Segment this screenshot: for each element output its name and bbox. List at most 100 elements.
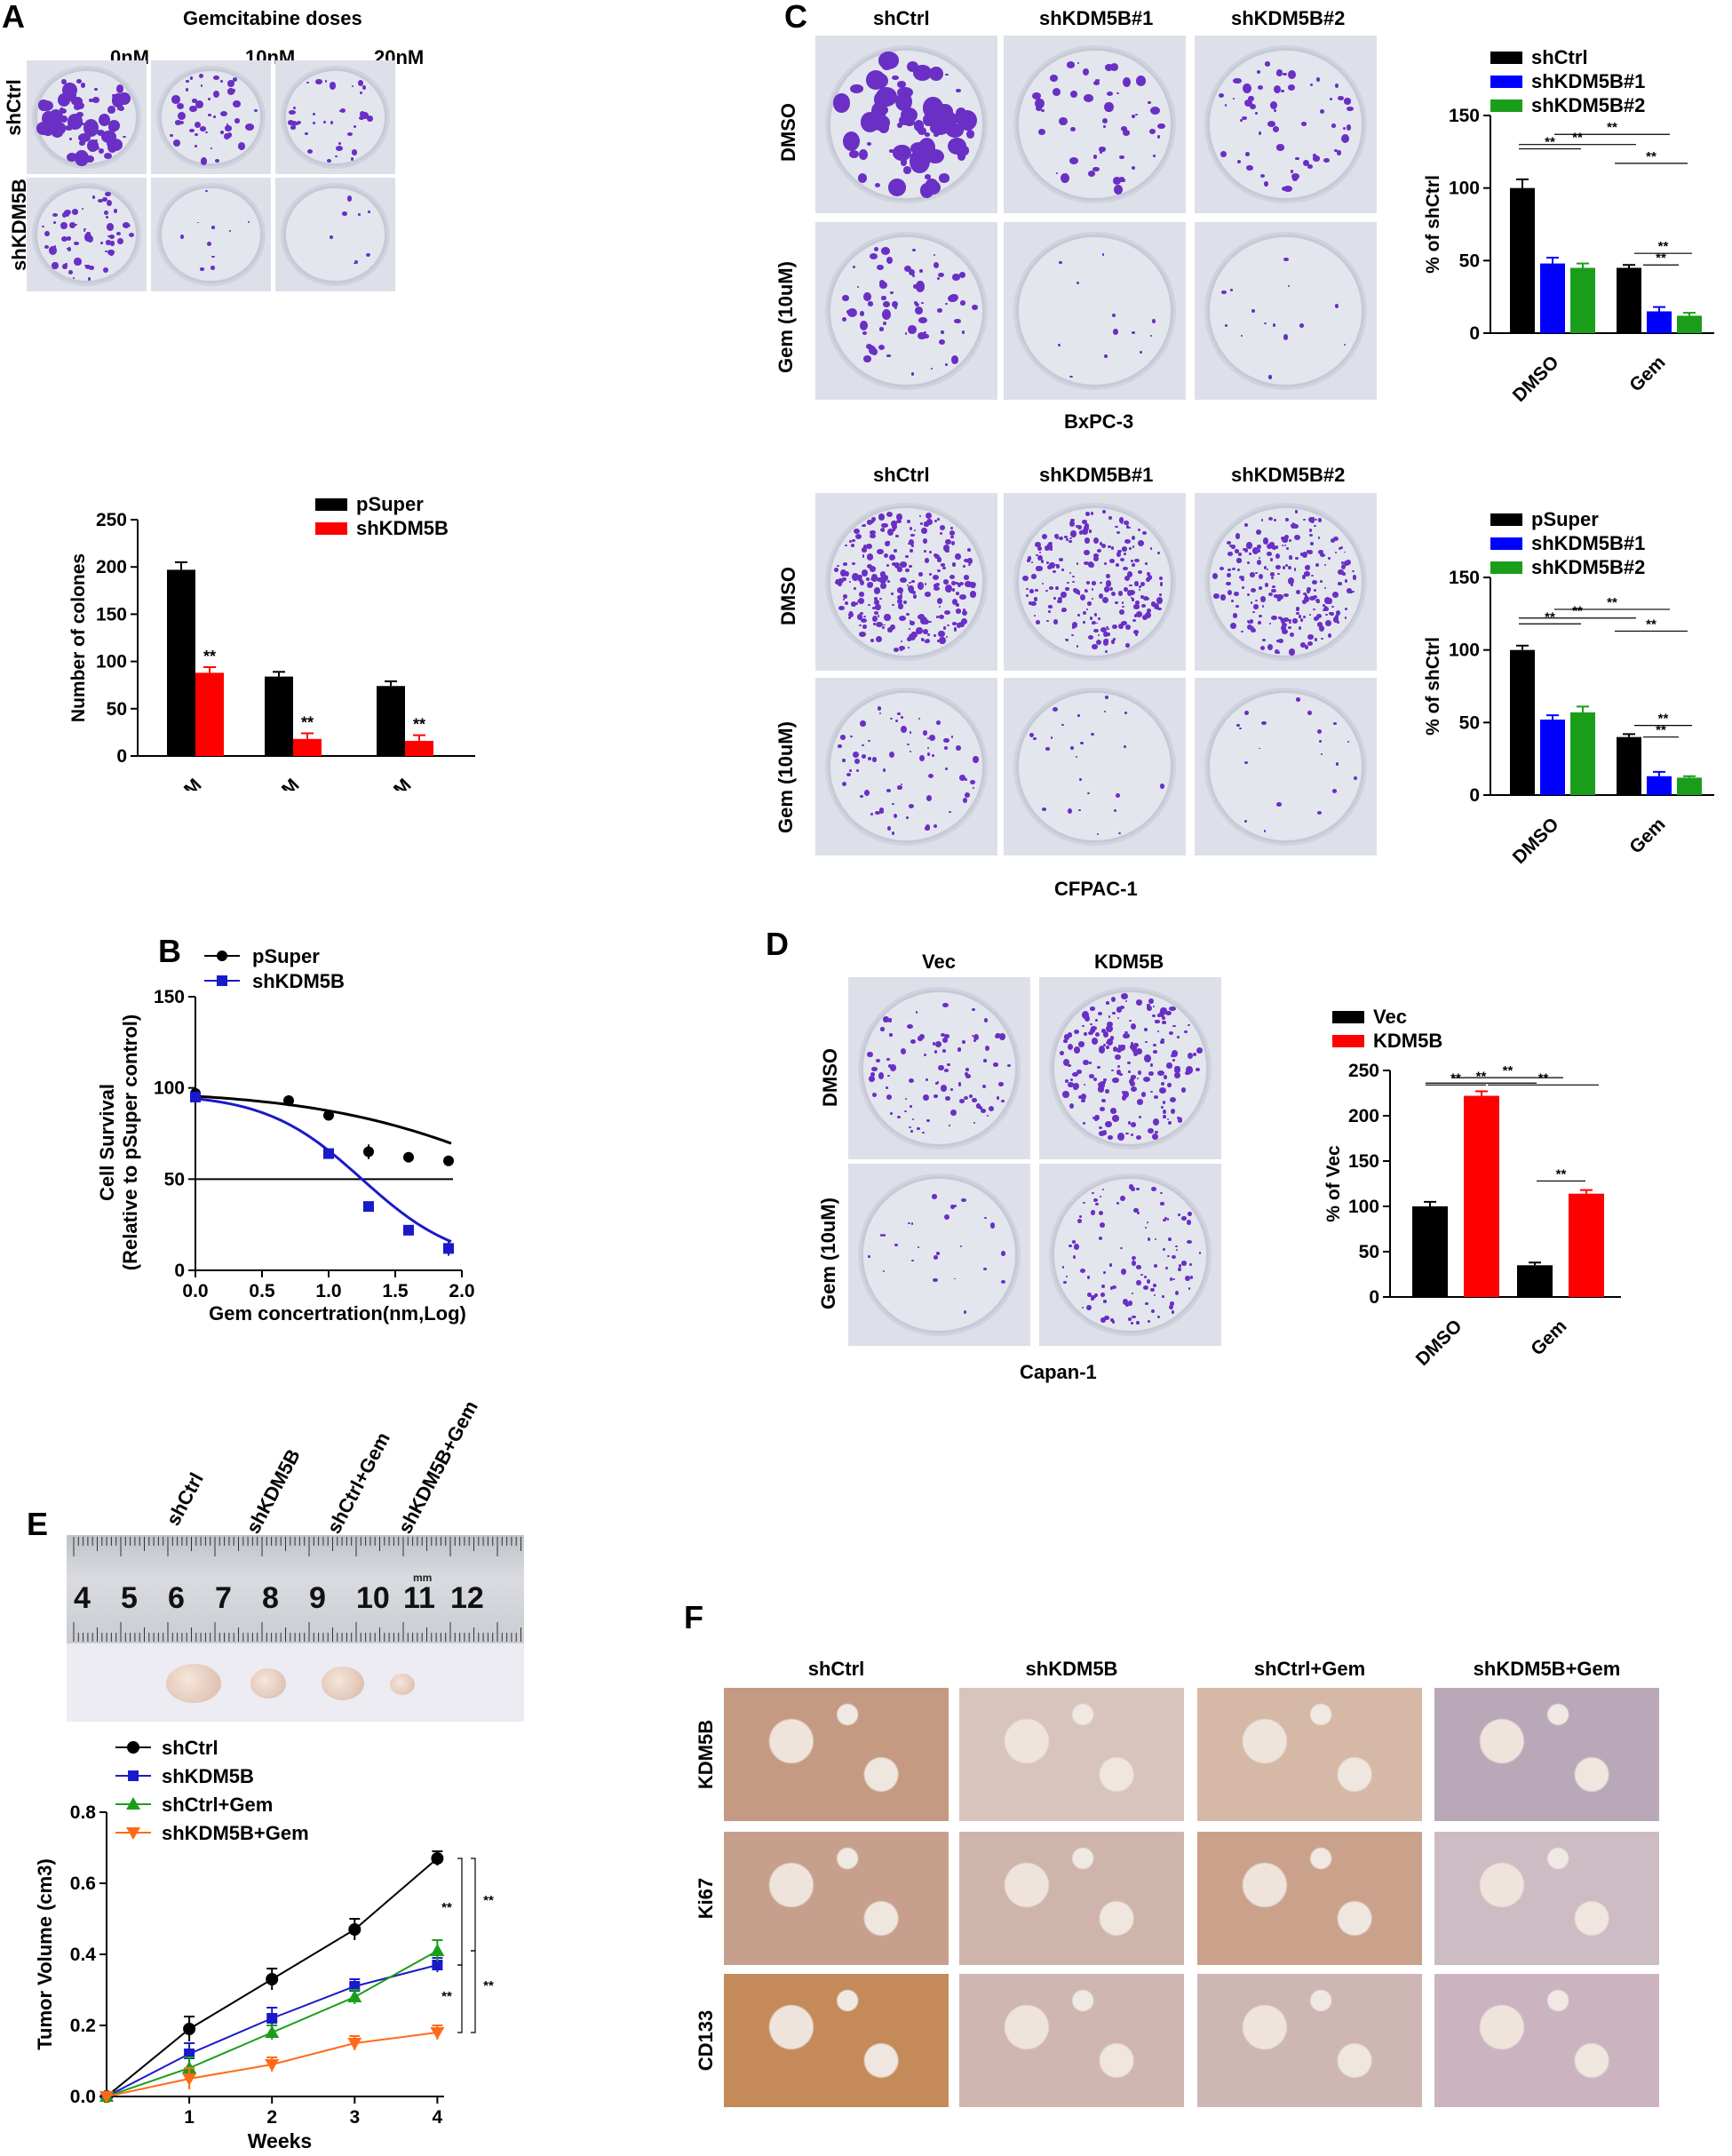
colony <box>1283 617 1290 623</box>
colony <box>1106 1025 1113 1032</box>
colony <box>962 1039 965 1044</box>
colony <box>882 625 885 629</box>
fit-curve <box>195 1094 452 1145</box>
colony <box>1041 808 1047 812</box>
colony <box>95 139 98 142</box>
colony <box>1181 1261 1188 1266</box>
colony <box>1132 1049 1136 1054</box>
colony <box>857 286 860 289</box>
colony <box>1131 1293 1133 1294</box>
colony <box>49 247 56 253</box>
colony <box>1174 1065 1180 1070</box>
data-point <box>266 2013 278 2024</box>
colony <box>1140 1273 1143 1276</box>
colony <box>899 615 907 621</box>
colony <box>76 111 83 118</box>
colony <box>1143 596 1149 601</box>
colony <box>1131 598 1134 601</box>
colony <box>1125 999 1128 1003</box>
y-tick-label: 0.8 <box>70 1802 97 1823</box>
colony <box>1330 537 1335 543</box>
panel-d-caption: Capan-1 <box>1020 1361 1097 1383</box>
colony <box>1242 115 1248 121</box>
colony <box>1048 586 1054 591</box>
colony <box>1140 350 1142 354</box>
colony <box>1098 1012 1102 1015</box>
colony <box>1114 185 1123 195</box>
colony <box>1168 1120 1172 1125</box>
colony <box>1099 147 1106 152</box>
significance-mark: ** <box>203 648 216 665</box>
colony <box>1103 1315 1109 1321</box>
colony <box>1048 605 1053 609</box>
ihc-image-cd133-0 <box>724 1974 949 2107</box>
y-axis-label: % of Vec <box>1323 1145 1344 1222</box>
colony <box>74 149 89 167</box>
colony <box>211 255 215 259</box>
significance-mark: ** <box>1538 1070 1549 1086</box>
data-point <box>183 2023 196 2035</box>
colony <box>1331 592 1339 598</box>
colony <box>1045 561 1049 565</box>
colony <box>1159 576 1164 581</box>
colony <box>1069 520 1075 527</box>
colony <box>176 102 184 109</box>
colony <box>1107 91 1114 97</box>
colony <box>874 603 881 610</box>
colony <box>1128 1317 1132 1322</box>
colony <box>1147 1237 1151 1241</box>
colony <box>906 613 910 617</box>
colony <box>936 569 941 573</box>
colony <box>1077 614 1080 617</box>
colony <box>1132 115 1136 119</box>
colony <box>894 306 898 310</box>
colony <box>1132 1315 1136 1318</box>
colony <box>1105 573 1110 579</box>
colony <box>953 627 957 632</box>
colony <box>870 812 873 815</box>
colony <box>1234 592 1239 597</box>
colony <box>200 267 204 271</box>
colony <box>942 545 949 552</box>
colony <box>1275 640 1279 642</box>
colony <box>1311 575 1314 577</box>
colony <box>1104 1089 1109 1094</box>
colony <box>1229 544 1234 547</box>
colony <box>958 622 965 627</box>
colony <box>247 221 250 224</box>
colony <box>916 1126 920 1131</box>
colony <box>881 573 885 577</box>
colony <box>944 1214 949 1221</box>
colony <box>1159 783 1165 789</box>
colony <box>854 533 862 540</box>
colony <box>923 105 927 108</box>
colony <box>899 645 906 650</box>
colony <box>965 581 972 588</box>
colony <box>857 173 867 184</box>
colony <box>1105 1041 1108 1045</box>
colony <box>1091 1295 1096 1300</box>
colony <box>1059 117 1068 125</box>
colony <box>1122 129 1130 136</box>
colony <box>60 115 68 123</box>
colony <box>61 78 67 85</box>
colony <box>1091 732 1095 736</box>
colony <box>1055 585 1060 591</box>
colony <box>1033 597 1038 601</box>
colony <box>1104 585 1110 593</box>
y-axis-label: Cell Survival <box>96 1084 118 1201</box>
colony <box>945 73 949 76</box>
colony <box>958 581 965 586</box>
colony <box>933 633 936 637</box>
colony <box>1127 1070 1132 1073</box>
colony <box>226 123 229 127</box>
colony <box>1263 829 1267 832</box>
colony <box>968 1094 973 1099</box>
data-point <box>265 2059 280 2072</box>
dish-a-r0-c1 <box>151 60 271 174</box>
colony <box>1145 1301 1149 1306</box>
colony <box>896 123 902 129</box>
colony <box>1246 620 1250 624</box>
colony <box>957 583 962 587</box>
colony <box>1172 1310 1175 1314</box>
